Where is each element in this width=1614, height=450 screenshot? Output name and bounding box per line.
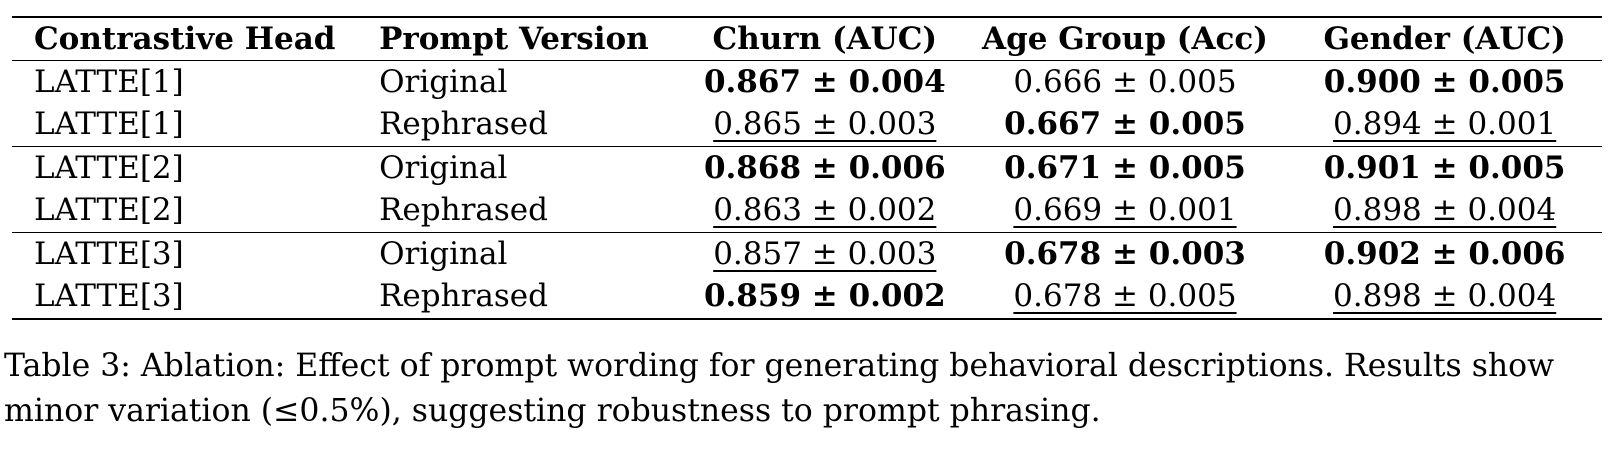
cell-value: 0.901 ± 0.005	[1323, 149, 1566, 186]
cell-value: 0.667 ± 0.005	[1004, 106, 1246, 143]
cell-value: 0.678 ± 0.003	[1004, 235, 1246, 272]
cell-value: 0.898 ± 0.004	[1333, 192, 1557, 229]
table-row: LATTE[2] Original 0.868 ± 0.006 0.671 ± …	[12, 147, 1602, 190]
cell-value: 0.898 ± 0.004	[1333, 278, 1557, 315]
caption-line-1: Table 3: Ablation: Effect of prompt word…	[4, 348, 1555, 384]
table-row: LATTE[3] Original 0.857 ± 0.003 0.678 ± …	[12, 233, 1602, 276]
ablation-results-table: Contrastive Head Prompt Version Churn (A…	[12, 16, 1602, 320]
table-caption: Table 3: Ablation: Effect of prompt word…	[4, 344, 1610, 434]
cell-contrastive-head: LATTE[3]	[34, 235, 184, 272]
cell-prompt-version: Rephrased	[369, 103, 687, 147]
cell-value: 0.857 ± 0.003	[713, 235, 937, 272]
header-gender-auc: Gender (AUC)	[1323, 20, 1566, 57]
header-contrastive-head: Contrastive Head	[34, 20, 336, 57]
cell-value: 0.678 ± 0.005	[1013, 278, 1237, 315]
cell-age-group-acc: 0.678 ± 0.005	[962, 275, 1288, 320]
cell-churn-auc: 0.867 ± 0.004	[687, 61, 963, 104]
cell-age-group-acc: 0.669 ± 0.001	[962, 189, 1288, 233]
table-header-row: Contrastive Head Prompt Version Churn (A…	[12, 17, 1602, 61]
header-prompt-version: Prompt Version	[379, 20, 649, 57]
cell-age-group-acc: 0.667 ± 0.005	[962, 103, 1288, 147]
cell-age-group-acc: 0.671 ± 0.005	[963, 147, 1288, 190]
cell-prompt-version: Original	[379, 149, 508, 186]
table-row: LATTE[2] Rephrased 0.863 ± 0.002 0.669 ±…	[12, 189, 1602, 233]
cell-value: 0.902 ± 0.006	[1323, 235, 1566, 272]
cell-contrastive-head: LATTE[1]	[34, 63, 184, 100]
header-age-group-acc: Age Group (Acc)	[982, 20, 1268, 57]
cell-churn-auc: 0.865 ± 0.003	[686, 103, 963, 147]
table-row: LATTE[1] Original 0.867 ± 0.004 0.666 ± …	[12, 61, 1602, 104]
cell-value: 0.867 ± 0.004	[703, 63, 946, 100]
cell-contrastive-head: LATTE[2]	[34, 149, 184, 186]
cell-gender-auc: 0.898 ± 0.004	[1287, 189, 1602, 233]
table-row: LATTE[3] Rephrased 0.859 ± 0.002 0.678 ±…	[12, 275, 1602, 320]
cell-prompt-version: Rephrased	[369, 275, 687, 320]
cell-prompt-version: Original	[379, 235, 508, 272]
cell-churn-auc: 0.863 ± 0.002	[686, 189, 963, 233]
cell-value: 0.666 ± 0.005	[1013, 63, 1237, 100]
cell-contrastive-head: LATTE[3]	[12, 275, 370, 320]
cell-churn-auc: 0.868 ± 0.006	[687, 147, 963, 190]
header-churn-auc: Churn (AUC)	[712, 20, 938, 57]
cell-value: 0.900 ± 0.005	[1323, 63, 1566, 100]
cell-prompt-version: Rephrased	[369, 189, 687, 233]
cell-gender-auc: 0.894 ± 0.001	[1287, 103, 1602, 147]
cell-gender-auc: 0.900 ± 0.005	[1287, 61, 1602, 104]
cell-value: 0.669 ± 0.001	[1013, 192, 1237, 229]
cell-value: 0.863 ± 0.002	[713, 192, 937, 229]
results-table-container: Contrastive Head Prompt Version Churn (A…	[12, 16, 1602, 320]
cell-value: 0.671 ± 0.005	[1004, 149, 1246, 186]
caption-line-2: minor variation (≤0.5%), suggesting robu…	[4, 393, 1101, 429]
cell-gender-auc: 0.902 ± 0.006	[1287, 233, 1602, 276]
cell-churn-auc: 0.857 ± 0.003	[687, 233, 963, 276]
cell-contrastive-head: LATTE[1]	[12, 103, 370, 147]
table-row: LATTE[1] Rephrased 0.865 ± 0.003 0.667 ±…	[12, 103, 1602, 147]
cell-churn-auc: 0.859 ± 0.002	[686, 275, 963, 320]
cell-value: 0.865 ± 0.003	[713, 106, 937, 143]
cell-gender-auc: 0.898 ± 0.004	[1287, 275, 1602, 320]
cell-age-group-acc: 0.678 ± 0.003	[963, 233, 1288, 276]
cell-value: 0.859 ± 0.002	[703, 278, 946, 315]
cell-value: 0.868 ± 0.006	[703, 149, 946, 186]
cell-value: 0.894 ± 0.001	[1333, 106, 1557, 143]
cell-contrastive-head: LATTE[2]	[12, 189, 370, 233]
cell-age-group-acc: 0.666 ± 0.005	[963, 61, 1288, 104]
cell-gender-auc: 0.901 ± 0.005	[1287, 147, 1602, 190]
cell-prompt-version: Original	[379, 63, 508, 100]
